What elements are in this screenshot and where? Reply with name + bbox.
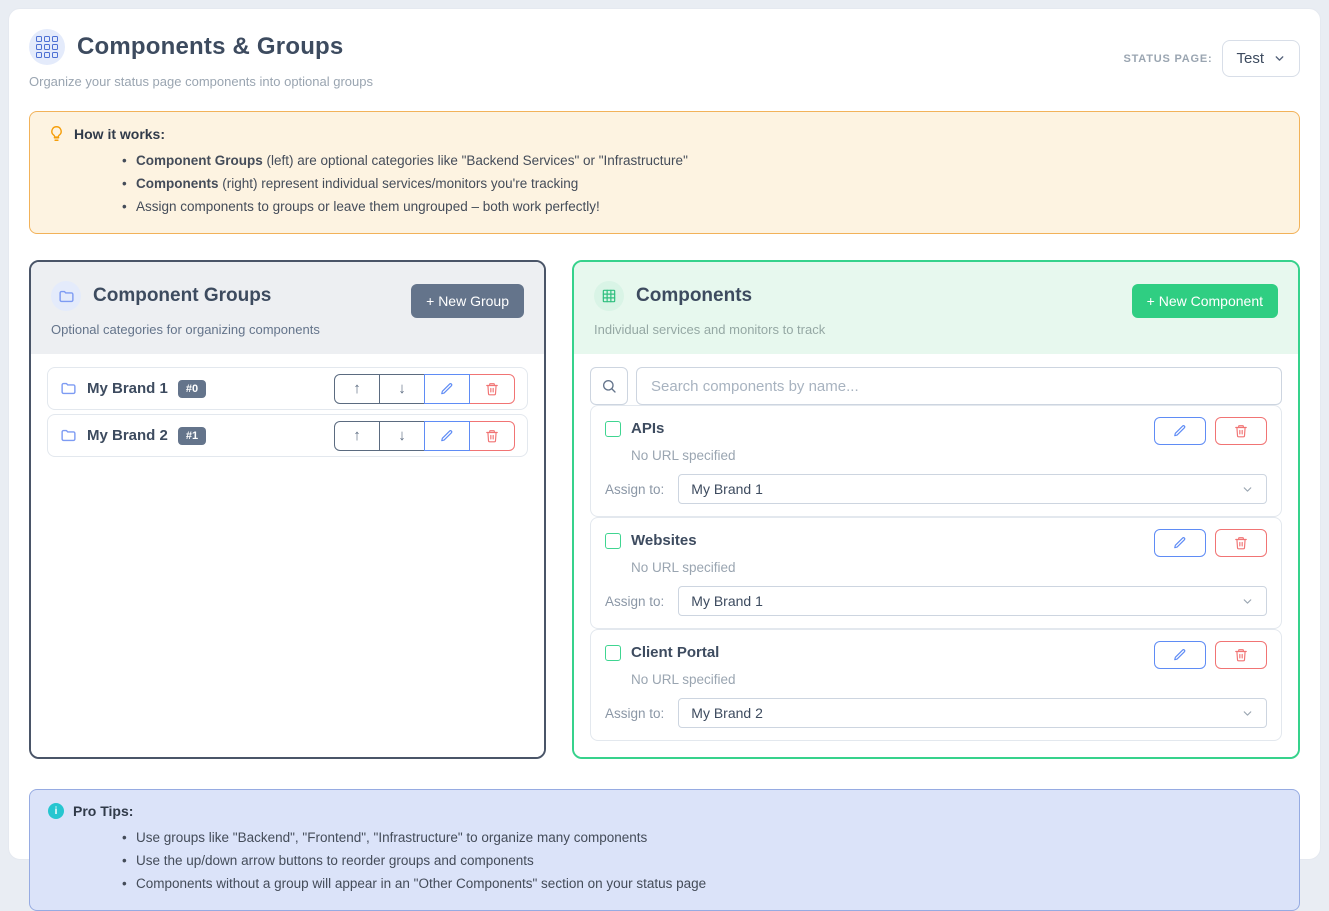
assign-to-label: Assign to: [605,593,665,609]
search-icon [590,367,628,405]
new-component-button[interactable]: + New Component [1131,284,1278,318]
components-header: Components Individual services and monit… [574,262,1298,354]
assign-to-label: Assign to: [605,705,665,721]
components-panel: Components Individual services and monit… [572,260,1300,759]
chevron-down-icon [1241,707,1254,720]
component-checkbox[interactable] [605,421,621,437]
delete-group-button[interactable] [469,420,515,451]
info-icon: i [48,803,64,819]
edit-component-button[interactable] [1154,417,1206,445]
component-url-note: No URL specified [631,672,736,687]
page-subtitle: Organize your status page components int… [29,74,373,89]
status-page-picker: STATUS PAGE: Test [1123,40,1300,77]
component-groups-list: My Brand 1 #0 ↑ ↓ [31,354,544,757]
how-it-works-item: Components (right) represent individual … [122,172,1281,195]
delete-component-button[interactable] [1215,529,1267,557]
component-card: APIs No URL specified Assign to: [590,405,1282,517]
how-it-works-title: How it works: [74,125,166,142]
component-groups-header: Component Groups Optional categories for… [31,262,544,354]
edit-component-button[interactable] [1154,641,1206,669]
component-checkbox[interactable] [605,645,621,661]
component-actions [1154,641,1267,669]
group-row: My Brand 2 #1 ↑ ↓ [47,414,528,457]
status-page-label: STATUS PAGE: [1123,52,1213,65]
folder-icon [60,427,77,444]
table-grid-icon [594,281,624,311]
new-group-button[interactable]: + New Group [411,284,524,318]
component-search-row [590,367,1282,405]
group-name: My Brand 2 [87,427,168,444]
folder-icon [60,380,77,397]
pro-tips-item: Use groups like "Backend", "Frontend", "… [122,826,1281,849]
component-search-input[interactable] [636,367,1282,405]
group-order-badge: #0 [177,379,207,398]
components-list: APIs No URL specified Assign to: [574,354,1298,757]
move-down-button[interactable]: ↓ [379,420,425,451]
how-it-works-list: Component Groups (left) are optional cat… [122,149,1281,218]
edit-component-button[interactable] [1154,529,1206,557]
component-name: APIs [631,420,665,437]
assign-group-select[interactable]: My Brand 1 [678,474,1267,504]
components-title: Components [636,285,753,306]
page-header: Components & Groups Organize your status… [29,29,1300,89]
component-groups-panel: Component Groups Optional categories for… [29,260,546,759]
component-groups-title: Component Groups [93,285,272,306]
chevron-down-icon [1241,483,1254,496]
pro-tips-item: Use the up/down arrow buttons to reorder… [122,849,1281,872]
chevron-down-icon [1241,595,1254,608]
how-it-works-item: Assign components to groups or leave the… [122,195,1281,218]
how-it-works-box: How it works: Component Groups (left) ar… [29,111,1300,234]
how-it-works-item: Component Groups (left) are optional cat… [122,149,1281,172]
lightbulb-icon [48,125,65,142]
components-subtitle: Individual services and monitors to trac… [594,322,826,337]
component-name: Websites [631,532,697,549]
component-actions [1154,417,1267,445]
panels-row: Component Groups Optional categories for… [29,260,1300,759]
group-name: My Brand 1 [87,380,168,397]
delete-component-button[interactable] [1215,641,1267,669]
component-url-note: No URL specified [631,560,736,575]
group-row: My Brand 1 #0 ↑ ↓ [47,367,528,410]
folder-icon [51,281,81,311]
edit-group-button[interactable] [424,373,470,404]
group-actions: ↑ ↓ [334,373,515,404]
component-card: Client Portal No URL specified Assig [590,629,1282,741]
move-down-button[interactable]: ↓ [379,373,425,404]
group-order-badge: #1 [177,426,207,445]
pro-tips-title: Pro Tips: [73,803,134,819]
status-page-value: Test [1236,50,1264,67]
component-checkbox[interactable] [605,533,621,549]
page-header-left: Components & Groups Organize your status… [29,29,373,89]
pro-tips-item: Components without a group will appear i… [122,872,1281,895]
component-name: Client Portal [631,644,720,661]
assign-to-label: Assign to: [605,481,665,497]
component-url-note: No URL specified [631,448,736,463]
grid-apps-icon [29,29,65,65]
chevron-down-icon [1273,52,1286,65]
page-title: Components & Groups [77,33,344,60]
move-up-button[interactable]: ↑ [334,420,380,451]
delete-component-button[interactable] [1215,417,1267,445]
component-card: Websites No URL specified Assign to: [590,517,1282,629]
pro-tips-list: Use groups like "Backend", "Frontend", "… [122,826,1281,895]
assign-group-select[interactable]: My Brand 1 [678,586,1267,616]
component-groups-subtitle: Optional categories for organizing compo… [51,322,320,337]
delete-group-button[interactable] [469,373,515,404]
group-actions: ↑ ↓ [334,420,515,451]
component-actions [1154,529,1267,557]
move-up-button[interactable]: ↑ [334,373,380,404]
status-page-select[interactable]: Test [1222,40,1300,77]
edit-group-button[interactable] [424,420,470,451]
components-groups-page: Components & Groups Organize your status… [8,8,1321,911]
assign-group-select[interactable]: My Brand 2 [678,698,1267,728]
pro-tips-box: i Pro Tips: Use groups like "Backend", "… [29,789,1300,911]
